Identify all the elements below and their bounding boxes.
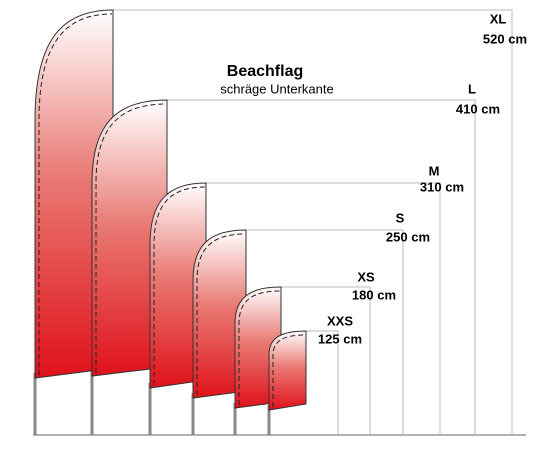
guide-line bbox=[206, 182, 441, 435]
size-label: XXS bbox=[327, 313, 353, 328]
guide-line bbox=[281, 286, 371, 435]
flag-seam bbox=[95, 103, 167, 373]
height-label: 410 cm bbox=[456, 101, 500, 116]
guide-line bbox=[306, 330, 339, 435]
height-label: 180 cm bbox=[352, 287, 396, 302]
flag-seam bbox=[238, 290, 281, 405]
subtitle: schräge Unterkante bbox=[220, 81, 333, 96]
flag bbox=[149, 182, 207, 389]
size-label: L bbox=[468, 81, 476, 96]
size-label: XL bbox=[490, 11, 507, 26]
title: Beachflag bbox=[227, 63, 303, 80]
height-label: 250 cm bbox=[386, 229, 430, 244]
height-label: 520 cm bbox=[483, 31, 527, 46]
flag-seam bbox=[196, 233, 246, 395]
flag bbox=[91, 99, 168, 377]
guide-line bbox=[167, 99, 476, 435]
size-label: S bbox=[396, 210, 405, 225]
guide-line bbox=[113, 9, 513, 435]
flag-seam bbox=[272, 334, 306, 407]
flag-seam bbox=[38, 13, 113, 375]
flag bbox=[268, 330, 307, 411]
size-label: XS bbox=[357, 269, 375, 284]
guide-line bbox=[246, 229, 404, 435]
height-label: 125 cm bbox=[318, 331, 362, 346]
size-label: M bbox=[429, 163, 440, 178]
height-label: 310 cm bbox=[420, 179, 464, 194]
flag bbox=[192, 229, 247, 399]
flag-seam bbox=[153, 186, 206, 385]
